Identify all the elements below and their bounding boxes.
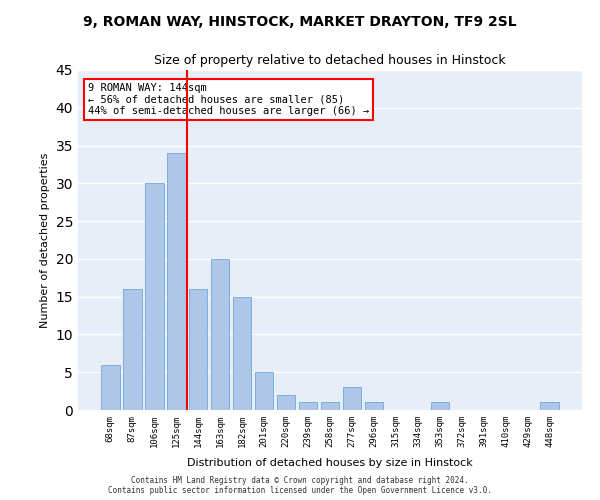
Text: 9, ROMAN WAY, HINSTOCK, MARKET DRAYTON, TF9 2SL: 9, ROMAN WAY, HINSTOCK, MARKET DRAYTON, … <box>83 15 517 29</box>
Bar <box>343 388 361 410</box>
Bar <box>541 402 559 410</box>
Y-axis label: Number of detached properties: Number of detached properties <box>40 152 50 328</box>
Bar <box>431 402 449 410</box>
Bar <box>233 296 251 410</box>
Title: Size of property relative to detached houses in Hinstock: Size of property relative to detached ho… <box>154 54 506 68</box>
Bar <box>101 364 119 410</box>
Bar <box>145 184 164 410</box>
Text: Contains HM Land Registry data © Crown copyright and database right 2024.
Contai: Contains HM Land Registry data © Crown c… <box>108 476 492 495</box>
Text: 9 ROMAN WAY: 144sqm
← 56% of detached houses are smaller (85)
44% of semi-detach: 9 ROMAN WAY: 144sqm ← 56% of detached ho… <box>88 83 370 116</box>
Bar <box>320 402 340 410</box>
Bar <box>167 153 185 410</box>
Bar <box>277 395 295 410</box>
X-axis label: Distribution of detached houses by size in Hinstock: Distribution of detached houses by size … <box>187 458 473 468</box>
Bar <box>365 402 383 410</box>
Bar <box>123 289 142 410</box>
Bar <box>299 402 317 410</box>
Bar <box>255 372 274 410</box>
Bar <box>189 289 208 410</box>
Bar <box>211 259 229 410</box>
